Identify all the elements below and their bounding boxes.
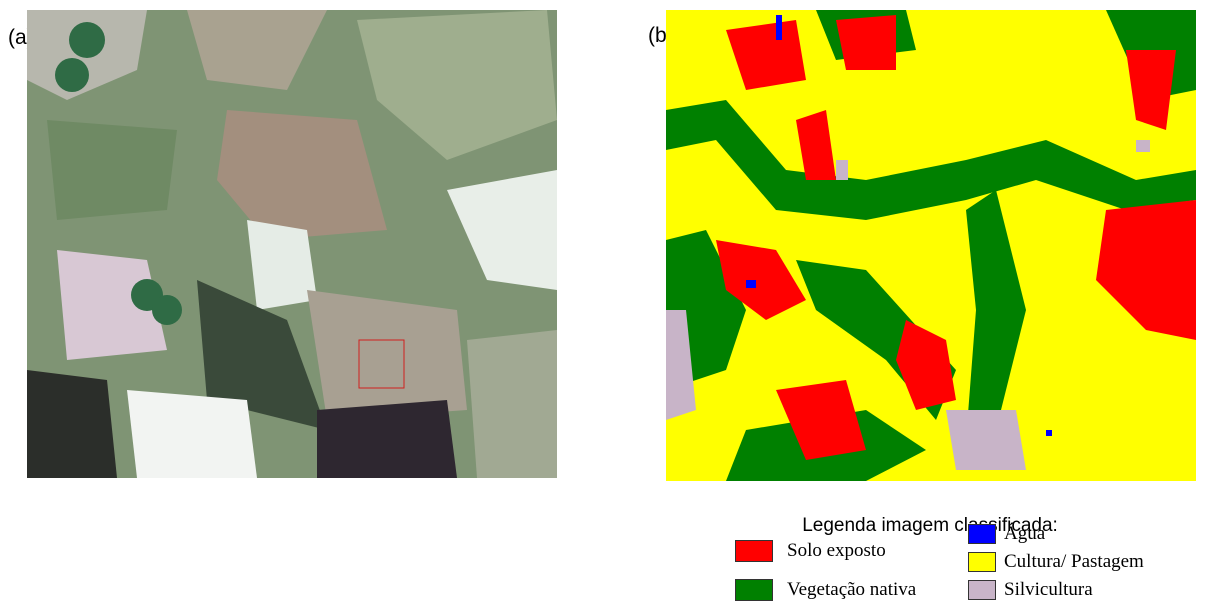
legend-label: Solo exposto [787,540,886,562]
classified-image [666,10,1196,481]
legend-item: Solo exposto [735,540,886,562]
legend-item: Vegetação nativa [735,579,916,601]
legend-label: Vegetação nativa [787,579,916,601]
legend-swatch [968,524,996,544]
legend-item: Cultura/ Pastagem [968,551,1144,573]
satellite-image [27,10,557,478]
legend-title: Legenda imagem classificada: [700,515,1160,537]
legend-label: Água [1004,523,1045,545]
legend-label: Silvicultura [1004,579,1093,601]
legend-swatch [735,540,773,562]
legend-label: Cultura/ Pastagem [1004,551,1144,573]
legend-swatch [968,552,996,572]
legend-swatch [968,580,996,600]
legend-swatch [735,579,773,601]
page: (a) (b) Legenda imagem classificada: Sol… [0,0,1218,609]
legend-item: Silvicultura [968,579,1093,601]
legend-item: Água [968,523,1045,545]
